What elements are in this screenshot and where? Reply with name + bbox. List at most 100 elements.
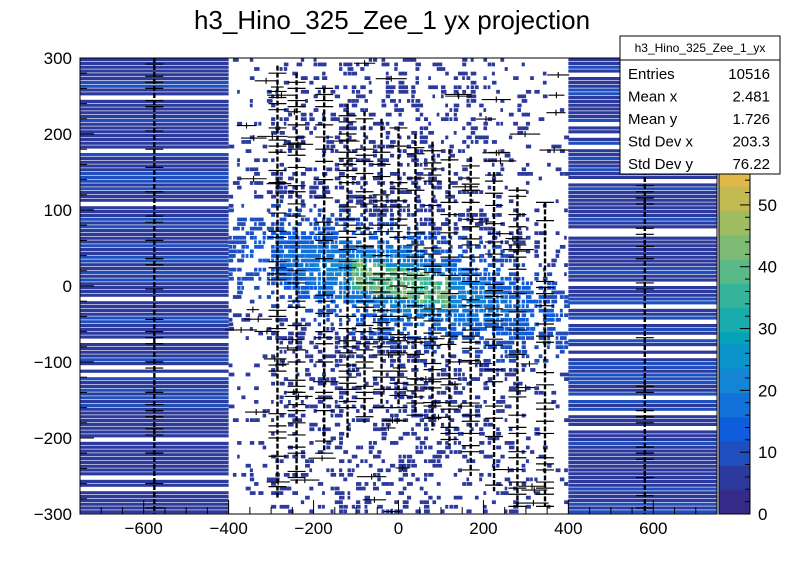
heatmap-bin	[381, 299, 388, 304]
heatmap-bin	[292, 213, 298, 217]
heatmap-bin	[394, 222, 399, 226]
heatmap-bin	[483, 340, 490, 345]
heatmap-bin	[351, 454, 358, 459]
heatmap-bin	[339, 459, 345, 464]
heatmap-bin	[428, 308, 434, 313]
heatmap-bin	[517, 381, 523, 386]
heatmap-bin	[483, 491, 487, 495]
heatmap-bin	[453, 286, 460, 290]
heatmap-bin	[525, 235, 531, 240]
heatmap-bin	[470, 80, 477, 85]
heatmap-bin	[351, 89, 355, 94]
heatmap-bin	[500, 354, 504, 359]
heatmap-bin	[373, 441, 377, 445]
heatmap-bin	[364, 208, 368, 213]
heatmap-bin	[411, 181, 417, 185]
heatmap-bin	[232, 249, 237, 254]
heatmap-bin	[254, 194, 260, 199]
heatmap-bin	[288, 400, 291, 404]
heatmap-bin	[398, 295, 402, 299]
heatmap-bin	[262, 445, 267, 450]
heatmap-bin	[466, 85, 470, 90]
heatmap-bin	[564, 336, 567, 340]
heatmap-bin	[568, 289, 717, 293]
heatmap-bin	[381, 427, 387, 432]
heatmap-bin	[521, 340, 526, 345]
heatmap-bin	[411, 404, 417, 409]
heatmap-bin	[292, 240, 297, 245]
heatmap-bin	[288, 244, 294, 249]
heatmap-bin	[508, 482, 512, 486]
heatmap-bin	[402, 390, 406, 395]
heatmap-bin	[373, 486, 379, 491]
heatmap-bin	[394, 304, 400, 308]
heatmap-bin	[305, 295, 311, 299]
marker-column	[485, 172, 504, 492]
heatmap-bin	[288, 258, 291, 263]
heatmap-bin	[406, 299, 411, 304]
y-tick-label: 200	[44, 125, 72, 144]
heatmap-bin	[343, 117, 349, 122]
heatmap-bin	[449, 276, 455, 281]
heatmap-bin	[525, 477, 530, 482]
heatmap-bin	[360, 199, 364, 204]
marker-column	[372, 118, 391, 409]
heatmap-bin	[406, 208, 411, 213]
heatmap-bin	[258, 258, 263, 263]
heatmap-bin	[402, 290, 407, 295]
heatmap-bin	[402, 276, 408, 281]
heatmap-bin	[258, 331, 264, 336]
heatmap-bin	[415, 158, 419, 163]
marker-column	[145, 58, 164, 514]
heatmap-bin	[568, 438, 717, 442]
heatmap-bin	[381, 208, 388, 213]
heatmap-bin	[406, 295, 412, 299]
heatmap-bin	[271, 258, 275, 263]
heatmap-bin	[296, 345, 303, 350]
heatmap-bin	[483, 244, 487, 249]
heatmap-bin	[517, 327, 523, 331]
heatmap-bin	[254, 235, 257, 240]
heatmap-bin	[432, 231, 437, 236]
heatmap-bin	[343, 249, 347, 254]
heatmap-bin	[279, 249, 285, 254]
heatmap-bin	[356, 94, 361, 99]
heatmap-bin	[466, 276, 472, 281]
heatmap-bin	[288, 304, 293, 308]
heatmap-bin	[258, 276, 262, 281]
heatmap-bin	[249, 181, 254, 185]
heatmap-bin	[479, 103, 484, 108]
heatmap-bin	[428, 327, 432, 331]
heatmap-bin	[419, 450, 424, 454]
heatmap-bin	[517, 336, 522, 340]
heatmap-bin	[339, 172, 345, 176]
heatmap-bin	[283, 286, 289, 290]
heatmap-bin	[487, 185, 492, 190]
heatmap-bin	[398, 509, 403, 514]
heatmap-bin	[470, 213, 476, 217]
heatmap-bin	[568, 270, 717, 274]
heatmap-bin	[517, 130, 524, 135]
heatmap-bin	[271, 222, 275, 226]
heatmap-bin	[432, 62, 438, 67]
heatmap-bin	[326, 167, 333, 172]
heatmap-bin	[402, 58, 408, 62]
heatmap-bin	[390, 263, 396, 267]
heatmap-bin	[258, 267, 262, 272]
heatmap-bin	[517, 290, 524, 295]
heatmap-bin	[266, 281, 270, 286]
heatmap-bin	[305, 121, 310, 126]
heatmap-bin	[262, 158, 268, 163]
heatmap-bin	[305, 240, 310, 245]
heatmap-bin	[428, 85, 434, 90]
heatmap-bin	[398, 304, 402, 308]
heatmap-bin	[568, 244, 717, 248]
heatmap-bin	[254, 158, 260, 163]
heatmap-bin	[440, 272, 445, 277]
heatmap-bin	[296, 358, 301, 363]
heatmap-bin	[232, 472, 237, 477]
heatmap-bin	[249, 418, 255, 422]
heatmap-bin	[292, 472, 298, 477]
heatmap-bin	[423, 427, 429, 432]
heatmap-bin	[525, 281, 530, 286]
